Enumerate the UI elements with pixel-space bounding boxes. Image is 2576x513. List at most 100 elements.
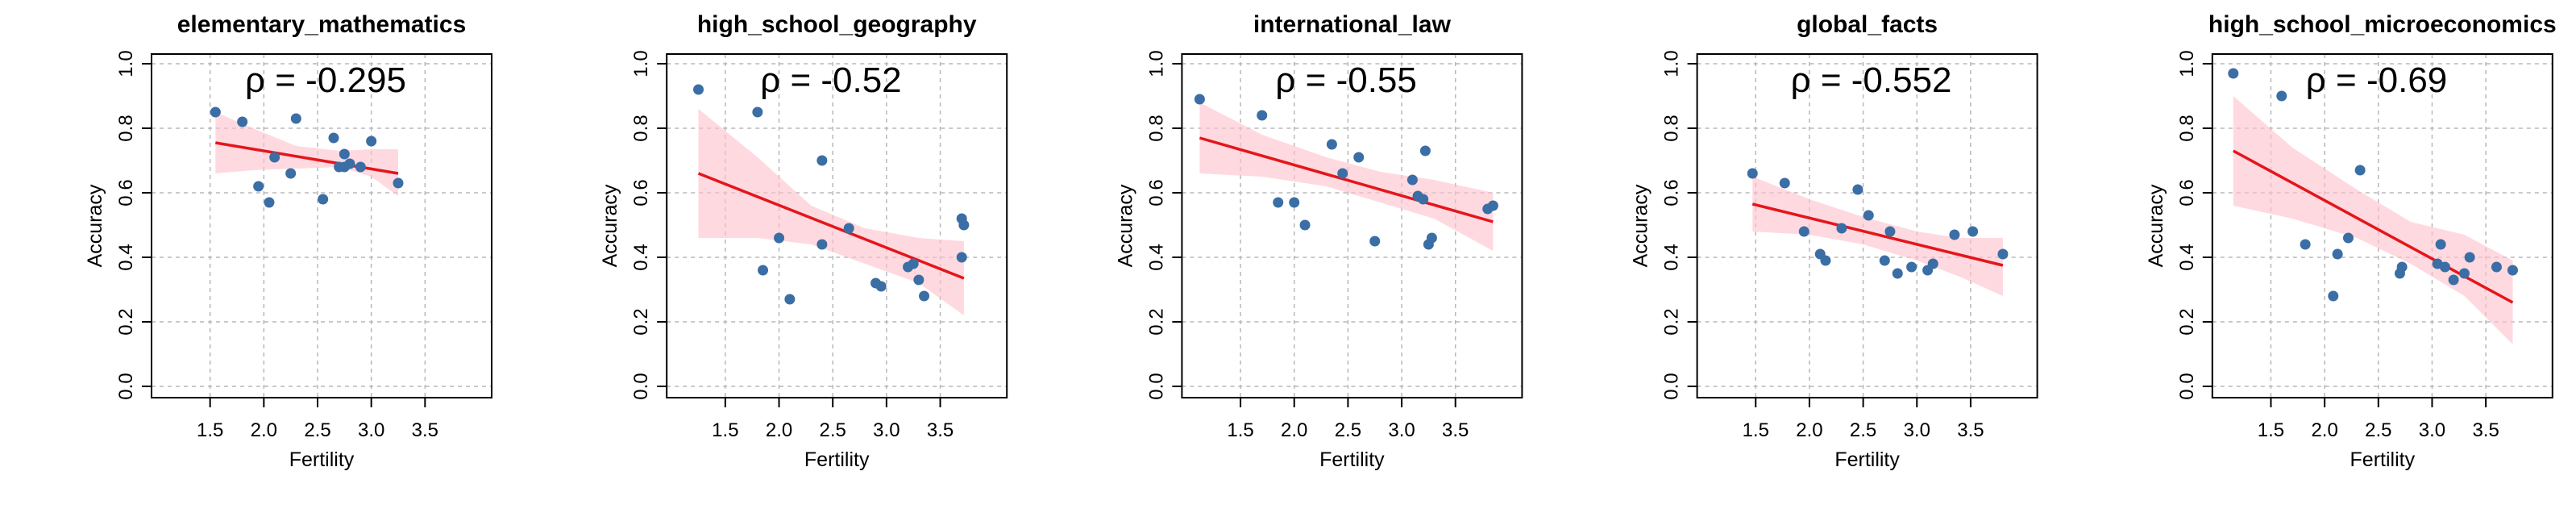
y-tick-label: 0.6 xyxy=(115,179,137,206)
x-tick-label: 3.5 xyxy=(1442,419,1469,441)
plot-frame xyxy=(666,53,1008,398)
y-tick-label: 0.8 xyxy=(1145,115,1167,141)
y-tick-label: 0.0 xyxy=(1145,373,1167,399)
data-point xyxy=(1863,210,1874,221)
data-point xyxy=(1820,255,1831,266)
chart-title: international_law xyxy=(1253,11,1452,38)
y-tick-label: 0.2 xyxy=(630,308,652,335)
data-point xyxy=(1289,197,1300,208)
plot-frame xyxy=(1181,53,1523,398)
data-point xyxy=(843,223,854,234)
data-point xyxy=(913,274,924,286)
data-point xyxy=(1906,261,1917,273)
data-point xyxy=(1337,168,1348,179)
data-point xyxy=(1194,94,1205,105)
data-point xyxy=(1426,232,1437,244)
confidence-band xyxy=(698,109,964,315)
data-point xyxy=(2328,290,2339,302)
y-axis-label: Accuracy xyxy=(1114,184,1136,267)
chart-title: elementary_mathematics xyxy=(177,11,467,38)
y-tick-label: 0.6 xyxy=(630,179,652,206)
x-axis-label: Fertility xyxy=(1834,448,1900,471)
data-point xyxy=(774,232,785,244)
data-point xyxy=(2396,261,2408,273)
y-tick-label: 0.8 xyxy=(115,115,137,141)
data-point xyxy=(908,258,919,269)
data-point xyxy=(264,197,275,208)
data-point xyxy=(1369,236,1381,247)
data-point xyxy=(2448,274,2459,286)
chart-title: high_school_geography xyxy=(697,11,977,38)
y-axis-label: Accuracy xyxy=(599,184,621,267)
data-point xyxy=(1879,255,1890,266)
correlation-annotation: ρ = -0.69 xyxy=(2306,60,2447,100)
regression-line xyxy=(215,141,399,175)
data-point xyxy=(2458,268,2470,279)
data-point xyxy=(344,158,355,169)
data-point xyxy=(1418,194,1429,205)
confidence-band xyxy=(215,112,398,196)
data-point xyxy=(958,219,970,231)
y-tick-label: 0.4 xyxy=(1661,244,1683,270)
correlation-annotation: ρ = -0.552 xyxy=(1791,60,1952,100)
data-point xyxy=(393,177,404,189)
data-point xyxy=(1892,268,1903,279)
x-tick-label: 2.5 xyxy=(820,419,846,441)
data-point xyxy=(1747,168,1758,179)
data-point xyxy=(956,252,967,263)
data-point xyxy=(1406,174,1418,186)
regression-line xyxy=(697,172,965,280)
x-tick-label: 3.0 xyxy=(2419,419,2445,441)
x-tick-label: 1.5 xyxy=(1227,419,1253,441)
y-axis: 0.0 0.2 0.4 0.6 0.8 1.0 xyxy=(1145,50,1182,400)
data-point xyxy=(1967,226,1979,237)
data-point xyxy=(1798,226,1809,237)
x-tick-label: 2.5 xyxy=(1335,419,1361,441)
y-axis: 0.0 0.2 0.4 0.6 0.8 1.0 xyxy=(1661,50,1697,400)
y-tick-label: 0.4 xyxy=(1145,244,1167,270)
chart-panel-4: 1.5 2.0 2.5 3.0 3.5 0.0 0.2 0.4 0.6 0.8 1.0 Fertili… xyxy=(1630,11,2038,471)
correlation-annotation: ρ = -0.52 xyxy=(760,60,901,100)
data-point xyxy=(2276,90,2287,102)
x-tick-label: 2.5 xyxy=(2365,419,2391,441)
y-axis: 0.0 0.2 0.4 0.6 0.8 1.0 xyxy=(115,50,152,400)
y-tick-label: 0.4 xyxy=(115,244,137,270)
x-tick-label: 2.5 xyxy=(1850,419,1876,441)
data-point xyxy=(1273,197,1284,208)
x-axis: 1.5 2.0 2.5 3.0 3.5 xyxy=(197,398,438,441)
y-tick-label: 0.2 xyxy=(2176,308,2198,335)
y-tick-label: 0.8 xyxy=(630,115,652,141)
y-tick-label: 0.6 xyxy=(2176,179,2198,206)
x-axis-label: Fertility xyxy=(1319,448,1385,471)
data-point xyxy=(1419,145,1431,156)
chart-panel-5: 1.5 2.0 2.5 3.0 3.5 0.0 0.2 0.4 0.6 0.8 1.0 Fertili… xyxy=(2145,11,2557,471)
x-tick-label: 3.5 xyxy=(927,419,954,441)
data-point xyxy=(784,294,796,305)
y-tick-label: 1.0 xyxy=(2176,50,2198,77)
y-tick-label: 0.6 xyxy=(1145,179,1167,206)
y-tick-label: 0.8 xyxy=(1661,115,1683,141)
data-point xyxy=(2491,261,2502,273)
data-point xyxy=(1779,177,1790,189)
y-axis: 0.0 0.2 0.4 0.6 0.8 1.0 xyxy=(630,50,667,400)
y-tick-label: 0.6 xyxy=(1661,179,1683,206)
y-tick-label: 0.0 xyxy=(630,373,652,399)
data-point xyxy=(2439,261,2450,273)
data-point xyxy=(816,239,828,250)
plot-frame xyxy=(2211,53,2553,398)
data-point xyxy=(318,194,329,205)
chart-panel-1: 1.5 2.0 2.5 3.0 3.5 0.0 0.2 0.4 0.6 0.8 1.0 Fertili… xyxy=(84,11,492,471)
y-tick-label: 0.2 xyxy=(1661,308,1683,335)
regression-line xyxy=(1751,202,2004,267)
x-axis: 1.5 2.0 2.5 3.0 3.5 xyxy=(2258,398,2499,441)
data-point xyxy=(1326,139,1337,150)
data-point xyxy=(919,290,930,302)
data-point xyxy=(2332,248,2343,260)
data-point xyxy=(2228,68,2239,79)
chart-panel-3: 1.5 2.0 2.5 3.0 3.5 0.0 0.2 0.4 0.6 0.8 1.0 Fertili… xyxy=(1114,11,1523,471)
y-axis-label: Accuracy xyxy=(1630,184,1652,267)
chart-title: global_facts xyxy=(1797,11,1938,38)
data-point xyxy=(269,152,280,163)
data-point xyxy=(253,181,264,192)
